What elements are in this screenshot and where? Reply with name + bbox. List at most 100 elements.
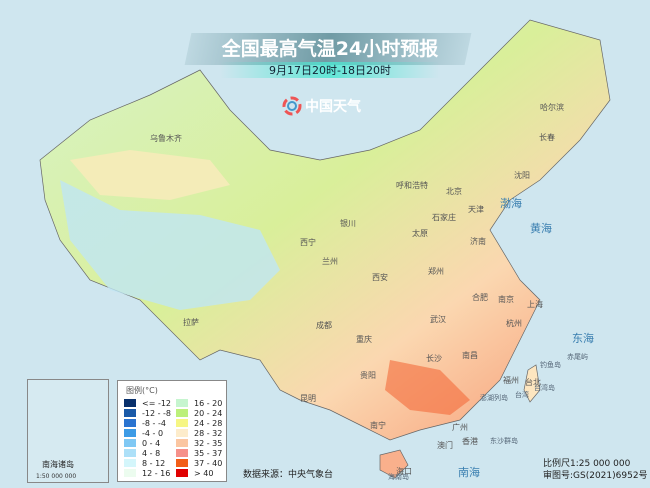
legend-swatch	[124, 419, 136, 427]
city-label: 南宁	[370, 421, 386, 430]
city-label: 济南	[470, 237, 486, 246]
legend-item: 12 - 16	[124, 468, 170, 478]
legend-label: 20 - 24	[194, 408, 223, 418]
legend-item: 24 - 28	[176, 418, 222, 428]
city-label: 成都	[316, 321, 332, 330]
legend-swatch	[176, 439, 188, 447]
city-label: 武汉	[430, 315, 446, 324]
legend-label: 37 - 40	[194, 458, 223, 468]
map-scale: 比例尺1:25 000 000	[543, 459, 631, 469]
island-label: 澎湖列岛	[480, 394, 508, 402]
city-label: 广州	[452, 423, 468, 432]
city-label: 贵阳	[360, 371, 376, 380]
legend-swatch	[176, 449, 188, 457]
legend-item: 16 - 20	[176, 398, 222, 408]
legend-item: 20 - 24	[176, 408, 222, 418]
legend-swatch	[124, 459, 136, 467]
city-label: 兰州	[322, 257, 338, 266]
sea-label: 黄海	[530, 222, 552, 235]
legend-item: -4 - 0	[124, 428, 163, 438]
island-label: 钓鱼岛	[540, 361, 561, 369]
island-label: 台湾	[515, 391, 529, 399]
map-subtitle: 9月17日20时-18日20时	[220, 62, 440, 78]
hainan	[379, 449, 409, 479]
legend-label: 16 - 20	[194, 398, 223, 408]
legend-swatch	[176, 459, 188, 467]
city-label: 沈阳	[514, 171, 530, 180]
city-label: 北京	[446, 187, 462, 196]
sea-label: 东海	[572, 332, 594, 345]
city-label: 福州	[503, 376, 519, 385]
legend-label: > 40	[194, 468, 214, 478]
city-label: 天津	[468, 205, 484, 214]
legend-label: 4 - 8	[142, 448, 161, 458]
inset-label: 南海诸岛	[42, 460, 74, 469]
swirl-logo-icon	[282, 96, 302, 116]
sea-label: 渤海	[500, 197, 522, 210]
city-label: 长春	[539, 133, 555, 142]
legend-label: -12 - -8	[142, 408, 172, 418]
legend-item: -12 - -8	[124, 408, 171, 418]
legend-label: 0 - 4	[142, 438, 161, 448]
city-label: 南京	[498, 295, 514, 304]
legend-label: 8 - 12	[142, 458, 166, 468]
map-title: 全国最高气温24小时预报	[221, 38, 439, 60]
taiwan	[523, 364, 541, 403]
legend-item: > 40	[176, 468, 213, 478]
brand-name: 中国天气	[305, 99, 361, 115]
city-label: 西宁	[300, 238, 316, 247]
legend-label: 24 - 28	[194, 418, 223, 428]
legend-item: <= -12	[124, 398, 171, 408]
legend-swatch	[176, 429, 188, 437]
legend-label: <= -12	[142, 398, 172, 408]
scale-info: 比例尺1:25 000 000 审图号:GS(2021)6952号	[543, 458, 648, 482]
legend-label: 35 - 37	[194, 448, 223, 458]
island-label: 东沙群岛	[490, 437, 518, 445]
city-label: 石家庄	[432, 213, 456, 222]
legend-label: 28 - 32	[194, 428, 223, 438]
legend-swatch	[124, 399, 136, 407]
city-label: 杭州	[506, 319, 522, 328]
legend-swatch	[124, 409, 136, 417]
legend-label: 12 - 16	[142, 468, 171, 478]
legend-item: 32 - 35	[176, 438, 222, 448]
city-label: 上海	[527, 300, 543, 309]
legend-swatch	[176, 419, 188, 427]
hot-south	[385, 360, 470, 415]
legend-item: 0 - 4	[124, 438, 160, 448]
legend-item: 37 - 40	[176, 458, 222, 468]
legend-label: -4 - 0	[142, 428, 164, 438]
city-label: 哈尔滨	[540, 103, 564, 112]
city-label: 太原	[412, 229, 428, 238]
brand-logo: 中国天气	[282, 96, 361, 116]
approval-number: 审图号:GS(2021)6952号	[543, 471, 648, 481]
island-label: 台湾岛	[534, 384, 555, 392]
city-label: 拉萨	[183, 318, 199, 327]
city-label: 澳门	[437, 441, 453, 450]
legend-swatch	[124, 439, 136, 447]
legend-swatch	[176, 409, 188, 417]
legend-label: 32 - 35	[194, 438, 223, 448]
city-label: 呼和浩特	[396, 181, 428, 190]
inset-scale: 1:50 000 000	[36, 473, 77, 480]
legend-swatch	[124, 429, 136, 437]
city-label: 重庆	[356, 335, 372, 344]
city-label: 香港	[462, 437, 478, 446]
legend-swatch	[176, 399, 188, 407]
city-label: 海口	[396, 467, 412, 476]
sea-label: 南海	[458, 466, 480, 479]
legend-item: 8 - 12	[124, 458, 165, 468]
legend-swatch	[124, 469, 136, 477]
legend-swatch	[124, 449, 136, 457]
city-label: 合肥	[472, 293, 488, 302]
city-label: 昆明	[300, 394, 316, 403]
legend-header: 图例(°C)	[126, 386, 158, 395]
city-label: 乌鲁木齐	[150, 134, 182, 143]
data-source: 数据来源：中央气象台	[243, 470, 334, 480]
city-label: 台北	[525, 378, 541, 387]
south-china-sea-inset: 南海诸岛 1:50 000 000	[27, 379, 109, 483]
city-label: 郑州	[428, 267, 444, 276]
